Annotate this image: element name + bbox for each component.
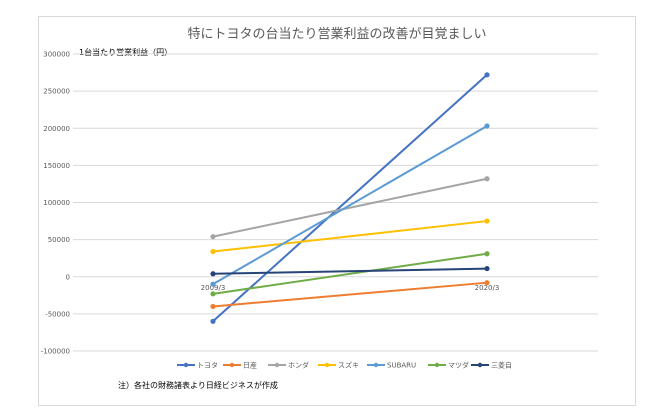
y-tick-label: 150000 <box>43 162 70 170</box>
data-point <box>210 291 216 297</box>
series-line <box>212 177 488 238</box>
x-tick-label: 2009/3 <box>201 284 226 292</box>
legend-marker <box>477 362 483 368</box>
gridlines <box>73 53 598 352</box>
data-point <box>210 234 216 240</box>
y-tick-label: -50000 <box>45 310 70 318</box>
y-tick-label: 100000 <box>43 199 70 207</box>
legend-label: スズキ <box>338 361 359 370</box>
data-point <box>210 303 216 310</box>
legend-marker <box>434 362 440 368</box>
data-point <box>484 123 490 129</box>
legend-marker <box>183 362 189 368</box>
series-line <box>212 125 488 286</box>
y-tick-label: 300000 <box>43 51 70 59</box>
y-tick-label: 250000 <box>43 88 70 96</box>
y-tick-label: 0 <box>66 273 70 281</box>
legend-label: ホンダ <box>288 361 309 370</box>
data-point <box>210 281 216 287</box>
legend-marker <box>373 362 379 368</box>
legend-label: トヨタ <box>197 361 218 370</box>
data-point <box>210 248 216 255</box>
series-line <box>212 252 488 295</box>
series-lines <box>210 72 490 324</box>
legend-label: 三菱自 <box>491 361 512 370</box>
legend-marker <box>229 362 235 368</box>
data-point <box>210 318 216 324</box>
y-tick-label: 50000 <box>48 236 70 244</box>
data-point <box>484 251 490 257</box>
x-axis-ticks: 2009/3 2020/3 <box>201 284 500 292</box>
legend-label: マツダ <box>448 361 469 370</box>
data-point <box>210 271 216 277</box>
data-point <box>484 280 490 286</box>
legend-marker <box>324 362 330 368</box>
y-tick-label: 200000 <box>43 125 70 133</box>
data-point <box>484 218 490 224</box>
legend-marker <box>274 362 280 368</box>
y-axis-ticks: 300000 250000 200000 150000 100000 50000 0 -500… <box>41 51 70 356</box>
series-line <box>212 220 488 253</box>
series-line <box>212 74 488 323</box>
data-point <box>484 72 490 78</box>
y-axis-label: 1台当たり営業利益（円） <box>79 47 172 57</box>
chart-title: 特にトヨタの台当たり営業利益の改善が目覚ましい <box>187 26 486 42</box>
y-tick-label: -100000 <box>41 348 70 356</box>
data-point <box>484 265 490 272</box>
x-tick-label: 2020/3 <box>475 284 500 292</box>
legend-label: 日産 <box>243 361 257 370</box>
legend: トヨタ 日産 ホンダ スズキ SUBARU マツダ 三菱自 <box>177 361 512 370</box>
legend-label: SUBARU <box>387 362 416 370</box>
source-note: 注）各社の財務諸表より日経ビジネスが作成 <box>118 380 278 390</box>
series-line <box>212 281 488 308</box>
data-point <box>484 176 490 182</box>
series-line <box>212 267 488 275</box>
